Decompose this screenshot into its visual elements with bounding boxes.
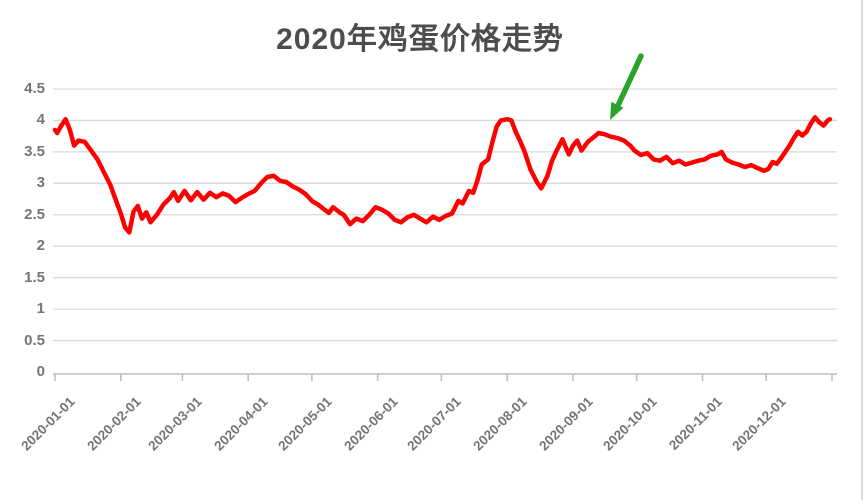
y-axis-tick-label: 0 xyxy=(36,363,45,380)
y-axis-tick-label: 3.5 xyxy=(24,142,45,160)
y-axis-tick-label: 3 xyxy=(36,174,45,192)
chart-title: 2020年鸡蛋价格走势 xyxy=(276,23,564,56)
annotation-arrow-icon xyxy=(610,53,644,120)
image-right-border xyxy=(861,0,863,500)
price-line-series xyxy=(52,115,833,235)
y-axis-tick-label: 4.5 xyxy=(24,80,45,97)
y-axis-tick-label: 2.5 xyxy=(24,205,45,223)
y-axis-tick-label: 2 xyxy=(36,237,45,255)
y-axis-tick-label: 4 xyxy=(36,111,45,129)
y-axis-tick-label: 1.5 xyxy=(24,268,45,286)
y-axis-tick-label: 0.5 xyxy=(24,331,45,349)
gridlines xyxy=(53,88,837,342)
x-axis xyxy=(53,373,837,381)
y-axis-tick-label: 1 xyxy=(36,300,45,318)
